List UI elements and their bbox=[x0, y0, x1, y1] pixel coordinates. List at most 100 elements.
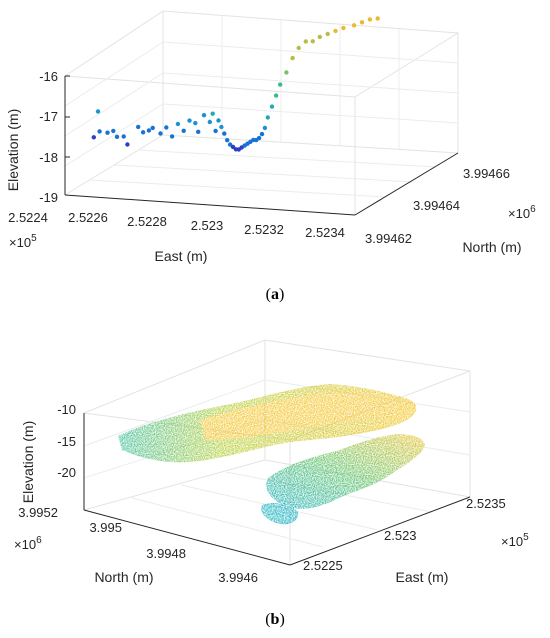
a-data-point bbox=[140, 130, 146, 135]
a-x-exponent: ×105 bbox=[9, 233, 37, 250]
b-cloud-right bbox=[266, 434, 425, 509]
b-cloud-left-top bbox=[200, 392, 402, 440]
a-y-tick-label: 3.99466 bbox=[463, 166, 510, 181]
a-z-axis-label: Elevation (m) bbox=[5, 109, 21, 191]
a-data-point bbox=[278, 82, 283, 87]
b-y-tick-label: 3.9952 bbox=[18, 505, 58, 520]
a-box-back-floor bbox=[162, 134, 459, 154]
a-data-point bbox=[290, 55, 295, 61]
a-data-point bbox=[310, 39, 315, 44]
a-z-tick-label: -16 bbox=[39, 69, 58, 84]
a-x-tick-label: 2.5226 bbox=[68, 210, 108, 225]
a-data-points bbox=[91, 16, 380, 152]
a-x-tick-label: 2.523 bbox=[191, 218, 224, 233]
caption-a: (a) bbox=[266, 286, 285, 303]
a-data-point bbox=[114, 134, 120, 139]
a-data-point bbox=[105, 130, 110, 135]
a-data-point bbox=[262, 125, 268, 131]
a-y-axis-label: North (m) bbox=[462, 239, 521, 255]
a-data-point bbox=[273, 93, 279, 98]
b-y-exponent: ×106 bbox=[14, 535, 42, 552]
a-x-tick-label: 2.5224 bbox=[8, 210, 48, 225]
a-data-point bbox=[95, 109, 101, 114]
a-z-tick-label: -17 bbox=[39, 109, 58, 124]
a-data-point bbox=[265, 115, 270, 120]
a-data-point bbox=[210, 111, 215, 116]
a-x-ticks: 2.5224 2.5226 2.5228 2.523 2.5232 2.5234… bbox=[8, 210, 345, 250]
a-grid bbox=[64, 15, 459, 198]
b-z-tick-label: -15 bbox=[57, 434, 76, 449]
a-data-point bbox=[259, 131, 265, 137]
a-data-point bbox=[125, 142, 130, 147]
a-y-tick-label: 3.99462 bbox=[365, 231, 412, 246]
a-y-tick-label: 3.99464 bbox=[413, 198, 460, 213]
a-data-point bbox=[164, 125, 169, 130]
b-box-back bbox=[83, 339, 471, 497]
a-data-point bbox=[269, 104, 275, 109]
b-x-axis-label: East (m) bbox=[396, 569, 449, 585]
a-data-point bbox=[111, 128, 116, 134]
a-data-point bbox=[169, 134, 175, 139]
a-y-ticks: 3.99462 3.99464 3.99466 ×106 bbox=[365, 166, 536, 246]
a-data-point bbox=[325, 31, 330, 37]
b-z-tick-label: -20 bbox=[57, 465, 76, 480]
a-data-point bbox=[150, 125, 155, 131]
b-y-axis-label: North (m) bbox=[94, 569, 153, 585]
a-data-point bbox=[341, 25, 346, 31]
a-box-top-front bbox=[64, 75, 356, 98]
a-data-point bbox=[121, 134, 126, 139]
a-data-point bbox=[375, 16, 380, 21]
a-z-tick-label: -19 bbox=[39, 190, 58, 205]
a-data-point bbox=[284, 70, 289, 75]
a-data-point bbox=[219, 124, 224, 130]
b-y-tick-label: 3.9948 bbox=[146, 546, 186, 561]
a-data-point bbox=[97, 129, 102, 134]
a-data-point bbox=[367, 17, 373, 22]
a-data-point bbox=[193, 120, 198, 126]
b-y-tick-label: 3.9946 bbox=[218, 570, 258, 585]
a-data-point bbox=[175, 121, 181, 127]
a-data-point bbox=[213, 128, 218, 134]
a-data-point bbox=[256, 135, 262, 141]
a-box-top-right bbox=[354, 32, 459, 98]
a-data-point bbox=[158, 131, 163, 136]
a-data-point bbox=[333, 28, 338, 34]
a-data-point bbox=[296, 45, 301, 51]
b-cloud-right-tail bbox=[261, 502, 299, 525]
b-y-tick-label: 3.995 bbox=[89, 520, 122, 535]
a-data-point bbox=[136, 124, 141, 130]
a-x-axis bbox=[64, 194, 356, 216]
b-point-cloud bbox=[118, 384, 425, 525]
a-x-tick-label: 2.5228 bbox=[127, 214, 167, 229]
a-data-point bbox=[225, 138, 230, 143]
a-data-point bbox=[317, 34, 322, 40]
a-data-point bbox=[230, 144, 236, 150]
a-data-point bbox=[187, 118, 192, 123]
a-x-axis-label: East (m) bbox=[155, 248, 208, 264]
a-data-point bbox=[146, 128, 152, 133]
b-y-axis bbox=[83, 509, 291, 566]
b-x-tick-label: 2.5225 bbox=[303, 558, 343, 573]
panel-b: -10 -15 -20 3.9952 3.995 3.9948 3.9946 ×… bbox=[14, 339, 529, 628]
a-z-tick-label: -18 bbox=[39, 150, 58, 165]
b-x-ticks: 2.5225 2.523 2.5235 ×105 bbox=[303, 496, 529, 573]
a-data-point bbox=[207, 119, 212, 125]
a-data-point bbox=[351, 23, 357, 28]
caption-b: (b) bbox=[265, 611, 285, 628]
a-data-point bbox=[222, 131, 227, 136]
a-data-point bbox=[216, 118, 221, 123]
a-y-exponent: ×106 bbox=[508, 204, 536, 221]
b-x-tick-label: 2.523 bbox=[384, 528, 417, 543]
a-data-point bbox=[196, 129, 201, 134]
b-x-exponent: ×105 bbox=[501, 532, 529, 549]
b-z-ticks: -10 -15 -20 bbox=[57, 402, 76, 480]
b-z-axis-label: Elevation (m) bbox=[20, 421, 36, 503]
b-x-tick-label: 2.5235 bbox=[466, 496, 506, 511]
panel-a: -16 -17 -18 -19 2.5224 2.5226 2.5228 2.5… bbox=[5, 10, 536, 303]
b-z-tick-label: -10 bbox=[57, 402, 76, 417]
b-y-ticks: 3.9952 3.995 3.9948 3.9946 ×106 bbox=[14, 505, 258, 585]
b-x-axis bbox=[289, 496, 471, 566]
a-data-point bbox=[359, 20, 365, 25]
a-data-point bbox=[91, 135, 97, 140]
